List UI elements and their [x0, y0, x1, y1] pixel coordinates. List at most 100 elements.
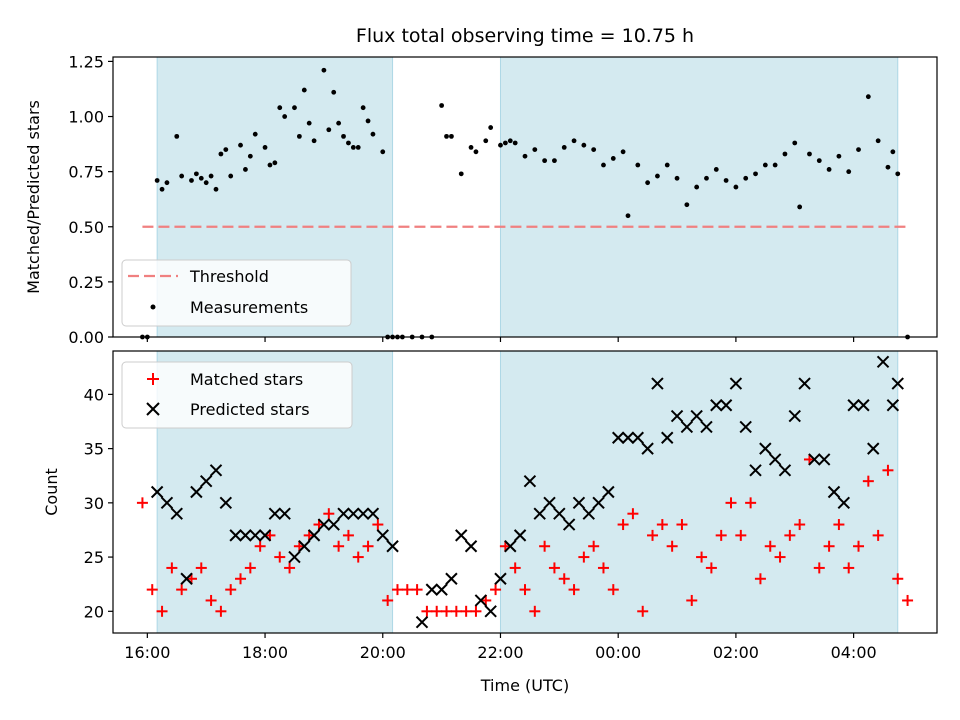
y-tick-label: 20 [84, 602, 104, 621]
measurement-point [449, 133, 454, 139]
predicted-star-point [356, 507, 370, 520]
measurement-point [189, 178, 194, 183]
bottom-legend-box [121, 361, 353, 429]
matched-star-point [862, 475, 874, 487]
predicted-star-point [317, 518, 331, 531]
x-tick-label: 22:00 [477, 643, 523, 662]
predicted-star-point [661, 431, 674, 444]
top-panel: 0.00 0.25 0.50 0.75 1.00 1.25 Matched/Predict… [24, 52, 938, 347]
matched-star-point [892, 573, 904, 585]
predicted-star-point [572, 496, 586, 510]
matched-star-point [754, 573, 766, 585]
predicted-star-point [464, 540, 478, 553]
predicted-star-point [651, 377, 664, 390]
measurement-point [159, 186, 165, 192]
top-x-ticks [146, 337, 855, 342]
predicted-star-point [435, 583, 448, 596]
predicted-star-point [278, 507, 291, 520]
x-tick-label: 18:00 [242, 643, 288, 662]
predicted-star-point [886, 399, 900, 412]
matched-star-point [813, 562, 825, 574]
measurement-point [704, 175, 709, 181]
predicted-star-point [219, 496, 233, 510]
matched-star-point [627, 508, 639, 520]
matched-star-point [823, 540, 835, 552]
measurement-point [370, 131, 376, 137]
predicted-star-point [190, 485, 203, 499]
predicted-star-point [562, 518, 576, 531]
measurement-point [571, 138, 577, 144]
top-y-axis-title: Matched/Predicted stars [24, 100, 43, 294]
predicted-star-point [553, 507, 566, 520]
measurement-point [645, 180, 651, 186]
matched-star-point [372, 519, 384, 531]
predicted-star-point [366, 507, 380, 520]
measurement-point [208, 173, 214, 179]
y-tick-label: 1.00 [68, 108, 104, 127]
measurement-point [890, 149, 896, 155]
measurement-point [164, 180, 170, 186]
predicted-star-point [788, 409, 801, 423]
measurement-point [488, 125, 494, 130]
matched-star-point [362, 540, 374, 552]
matched-star-point [382, 594, 394, 606]
predicted-star-point [180, 572, 193, 585]
matched-star-point [637, 605, 649, 617]
measurement-point [532, 147, 538, 152]
measurement-point [885, 164, 891, 170]
measurement-point [444, 133, 449, 139]
matched-star-point [146, 584, 158, 596]
predicted-star-point [891, 377, 904, 390]
matched-star-point [872, 529, 884, 541]
matched-star-point [352, 551, 364, 563]
matched-star-point [558, 573, 570, 585]
predicted-star-point [425, 583, 439, 596]
predicted-star-point [543, 496, 556, 510]
matched-star-point [284, 562, 296, 574]
x-axis-title: Time (UTC) [480, 676, 569, 695]
measurement-point [713, 167, 719, 172]
bottom-y-axis-title: Count [42, 468, 61, 516]
matched-star-point [431, 605, 443, 617]
measurement-point [247, 153, 253, 159]
matched-star-point [539, 540, 551, 552]
measurement-point [792, 140, 798, 146]
predicted-star-point [621, 431, 635, 444]
matched-star-point [195, 562, 207, 574]
measurement-point [458, 171, 464, 177]
matched-star-point [254, 540, 266, 552]
measurement-point [723, 178, 729, 183]
measurement-point [272, 160, 278, 166]
measurement-point [238, 142, 243, 148]
matched-star-point [470, 605, 482, 617]
measurement-point [552, 158, 557, 164]
matched-star-point [411, 584, 423, 596]
predicted-star-point [347, 507, 360, 520]
matched-star-point [676, 519, 688, 531]
predicted-star-point [631, 431, 645, 444]
legend-measurements-swatch [150, 304, 156, 310]
measurement-point [213, 186, 219, 192]
measurement-point [331, 89, 337, 95]
measurement-point [807, 151, 812, 157]
matched-star-point [696, 551, 708, 563]
measurement-point [733, 184, 739, 190]
predicted-star-point [268, 507, 282, 520]
measurement-point [267, 162, 273, 168]
measurement-point [243, 167, 248, 172]
matched-star-point [342, 529, 354, 541]
predicted-star-point [582, 507, 595, 520]
bottom-axes-frame [112, 350, 938, 634]
measurement-point [228, 173, 234, 179]
matched-star-point [490, 584, 502, 596]
matched-star-point [843, 562, 855, 574]
measurement-point [218, 151, 224, 157]
predicted-star-point [602, 485, 615, 499]
x-tick-label: 04:00 [831, 643, 877, 662]
predicted-star-point [680, 420, 694, 434]
matched-star-point [853, 540, 865, 552]
matched-star-point [588, 540, 600, 552]
measurement-point [762, 162, 768, 168]
predicted-star-point [592, 496, 605, 510]
top-legend: Threshold Measurements [121, 259, 352, 327]
